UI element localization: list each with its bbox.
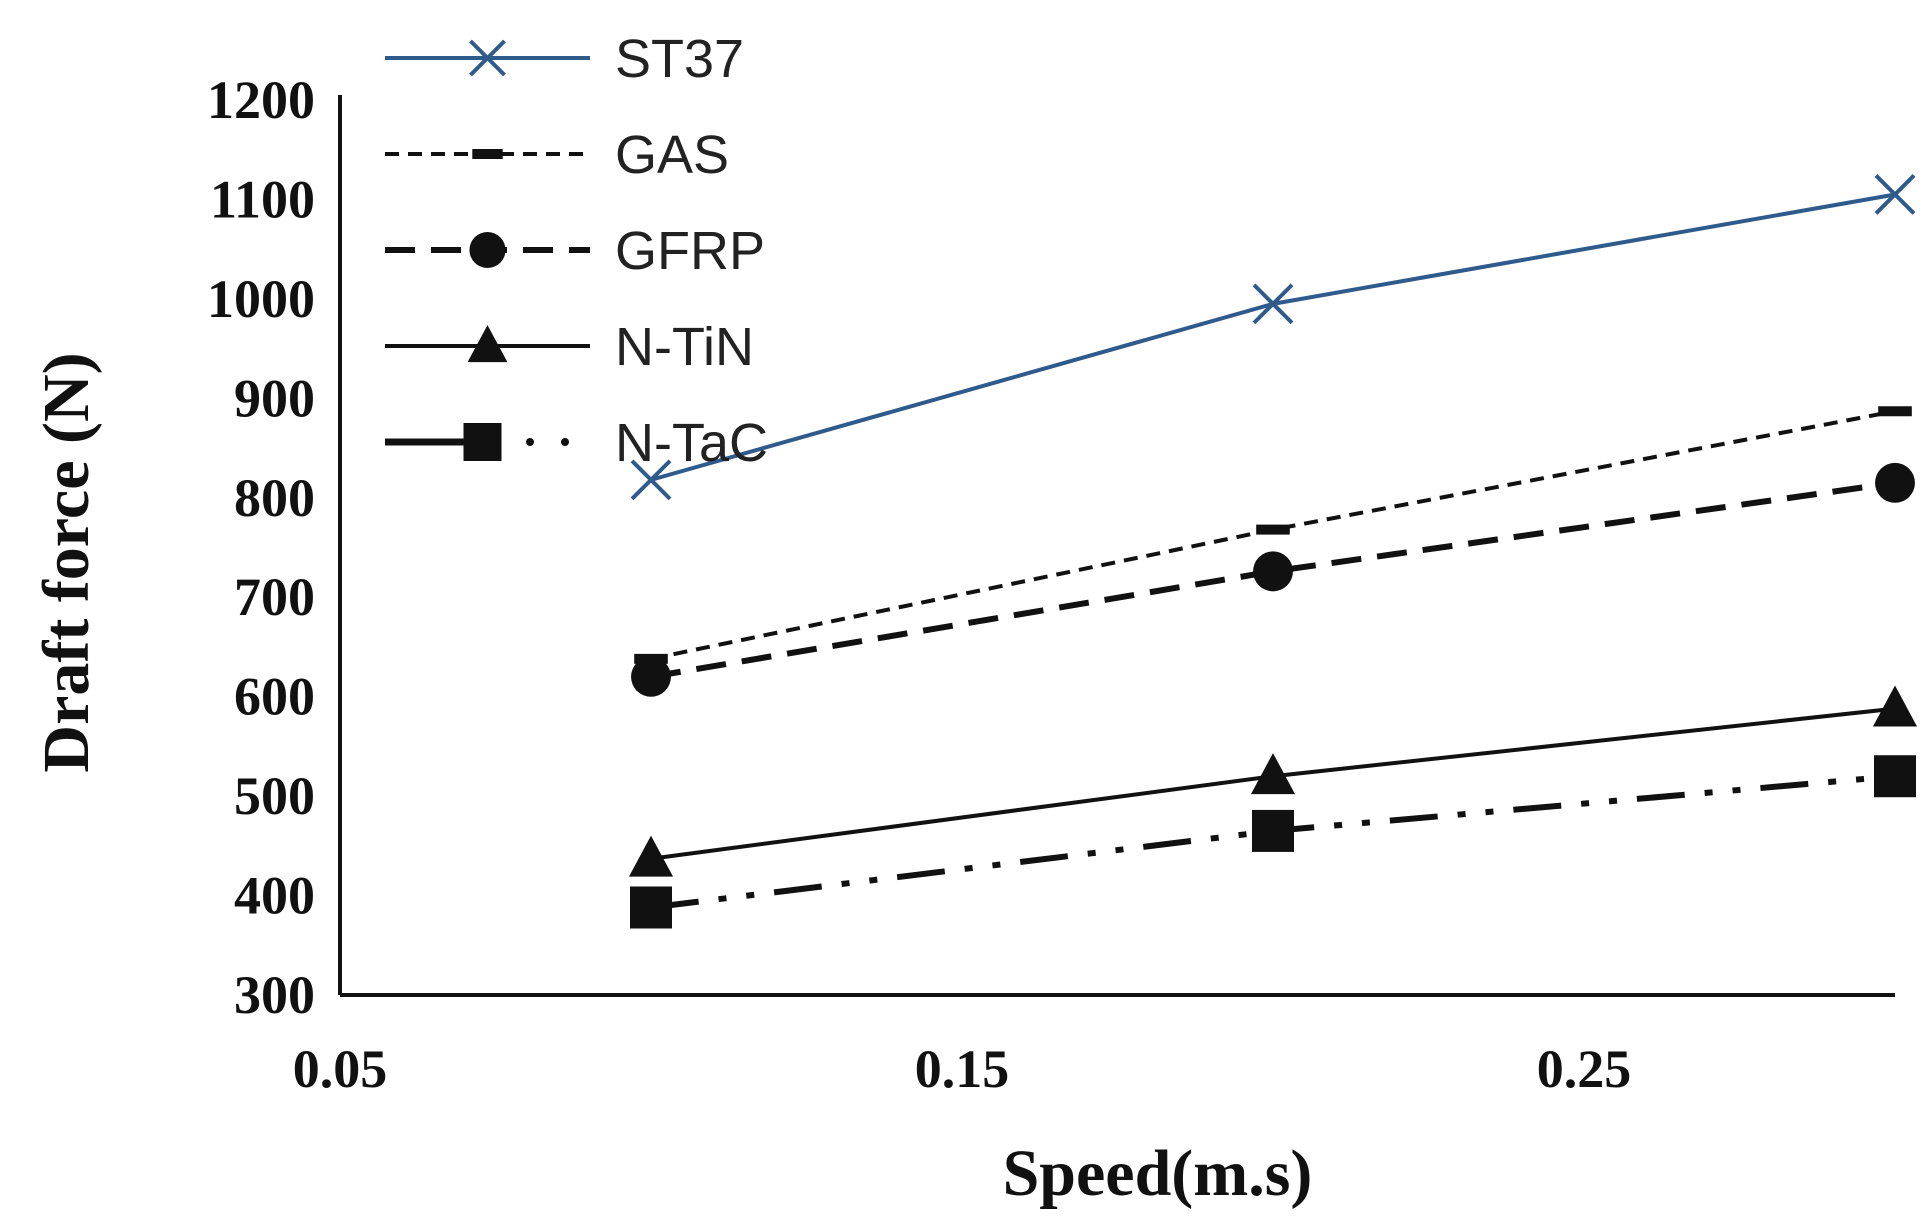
y-tick-label: 500	[234, 766, 315, 826]
legend-marker	[472, 149, 503, 159]
y-tick-label: 600	[234, 667, 315, 727]
y-tick-label: 1200	[207, 70, 315, 130]
x-tick-label: 0.15	[915, 1039, 1010, 1099]
legend-entry: N-TiN	[385, 317, 754, 377]
legend-dot	[526, 438, 534, 446]
data-point	[628, 835, 674, 877]
series-layer	[628, 174, 1918, 929]
x-axis-title: Speed(m.s)	[1003, 1137, 1313, 1210]
data-point	[1874, 174, 1916, 215]
legend-entry: ST37	[385, 29, 744, 89]
y-tick-label: 1000	[207, 269, 315, 329]
legend-label: N-TiN	[615, 317, 754, 377]
legend-dot	[561, 438, 569, 446]
data-point	[1878, 406, 1912, 417]
legend-marker	[467, 325, 508, 363]
legend: ST37 GAS GFRP N-TiN N-TaC	[385, 29, 768, 473]
y-tick-label: 400	[234, 866, 315, 926]
y-axis-title: Draft force (N)	[30, 352, 103, 772]
data-point	[1252, 809, 1294, 852]
legend-label: GFRP	[615, 221, 765, 281]
legend-marker	[469, 231, 506, 269]
data-point	[1872, 685, 1918, 727]
x-tick-label: 0.25	[1537, 1039, 1632, 1099]
x-tick-labels: 0.05 0.15 0.25	[293, 1039, 1632, 1099]
data-point	[1874, 755, 1916, 798]
series-n-tac	[630, 755, 1916, 929]
legend-label: N-TaC	[615, 413, 768, 473]
y-tick-label: 900	[234, 368, 315, 428]
data-point	[1252, 283, 1294, 325]
y-tick-label: 300	[234, 965, 315, 1025]
axes	[338, 95, 1895, 997]
series-line	[650, 409, 1896, 661]
data-point	[630, 459, 672, 501]
data-point	[1253, 551, 1293, 592]
legend-entry: N-TaC	[385, 413, 768, 473]
series-gas	[634, 406, 1912, 664]
x-tick-label: 0.05	[293, 1039, 388, 1099]
legend-entry: GAS	[385, 125, 729, 185]
series-line	[650, 192, 1896, 482]
y-tick-label: 1100	[210, 169, 315, 229]
data-point	[1250, 753, 1296, 795]
legend-label: GAS	[615, 125, 729, 185]
y-tick-label: 700	[234, 567, 315, 627]
data-point	[1875, 462, 1915, 503]
series-st37	[630, 174, 1916, 501]
legend-marker	[469, 39, 506, 77]
y-tick-labels: 300 400 500 600 700 800 900 1000 1100 1200	[207, 70, 315, 1025]
legend-marker	[463, 423, 502, 461]
series-gfrp	[631, 462, 1915, 697]
legend-label: ST37	[615, 29, 744, 89]
legend-entry: GFRP	[385, 221, 765, 281]
data-point	[631, 656, 671, 697]
data-point	[630, 886, 672, 929]
series-line	[650, 479, 1896, 680]
series-n-tin	[628, 685, 1918, 877]
data-point	[1256, 524, 1290, 535]
y-tick-label: 800	[234, 468, 315, 528]
